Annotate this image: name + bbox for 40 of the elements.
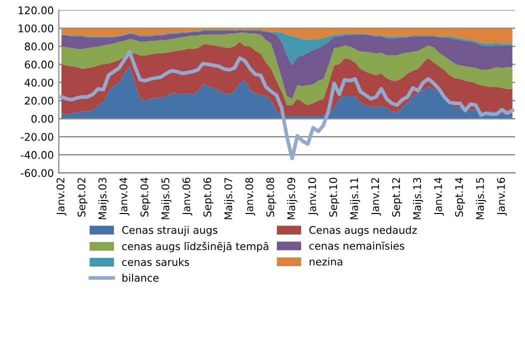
y-tick-label: -60.00 [20, 169, 54, 177]
x-tick-label: Janv.08 [245, 178, 256, 216]
x-tick-label: Janv.04 [119, 178, 130, 216]
x-tick-label: Maijs.09 [287, 178, 298, 220]
legend-label: nezina [310, 257, 342, 266]
y-tick-label: -20.00 [20, 132, 54, 141]
legend-label: cenas saruks [122, 258, 190, 266]
x-tick-label: Janv.14 [434, 178, 444, 216]
y-tick-label: 60.00 [24, 60, 54, 69]
x-tick-label: Maijs.15 [476, 178, 486, 220]
y-tick-label: 20.00 [24, 96, 54, 105]
x-tick-label: Maijs.07 [224, 178, 234, 220]
x-tick-label: Janv.12 [371, 178, 382, 216]
x-tick-label: Janv.06 [182, 178, 192, 216]
x-tick-label: Sept.14 [455, 178, 466, 217]
y-tick-label: 0.00 [31, 114, 54, 123]
y-tick-label: 100.00 [18, 24, 54, 32]
legend-label: Cenas augs nedaudz [309, 226, 417, 236]
x-tick-label: Janv.10 [308, 178, 318, 216]
legend-label: cenas nemainīsies [309, 242, 404, 250]
x-tick-label: Janv.16 [497, 178, 507, 216]
y-tick-label: 40.00 [24, 78, 54, 87]
legend-label: cenas augs līdzšinējā tempā [122, 242, 268, 252]
x-tick-label: Maijs.05 [161, 178, 172, 220]
x-tick-label: Maijs.13 [412, 178, 424, 220]
x-tick-label: Sept.06 [203, 178, 214, 217]
x-tick-label: Maijs.03 [98, 178, 108, 220]
x-tick-label: Sept.08 [266, 178, 276, 217]
y-tick-label: -40.00 [20, 151, 54, 159]
legend-label: Cenas strauji augs [122, 226, 218, 236]
legend-label: bilance [122, 274, 159, 282]
x-tick-label: Sept.12 [392, 178, 402, 217]
x-tick-label: Sept.02 [78, 178, 88, 217]
x-tick-label: Sept.10 [329, 178, 340, 217]
x-tick-label: Sept.04 [140, 178, 150, 217]
x-tick-label: Maijs.11 [350, 178, 360, 220]
x-tick-label: Janv.02 [56, 178, 66, 216]
y-tick-label: 120.00 [18, 6, 54, 14]
y-tick-label: 80.00 [24, 42, 54, 50]
line-series [60, 50, 514, 160]
